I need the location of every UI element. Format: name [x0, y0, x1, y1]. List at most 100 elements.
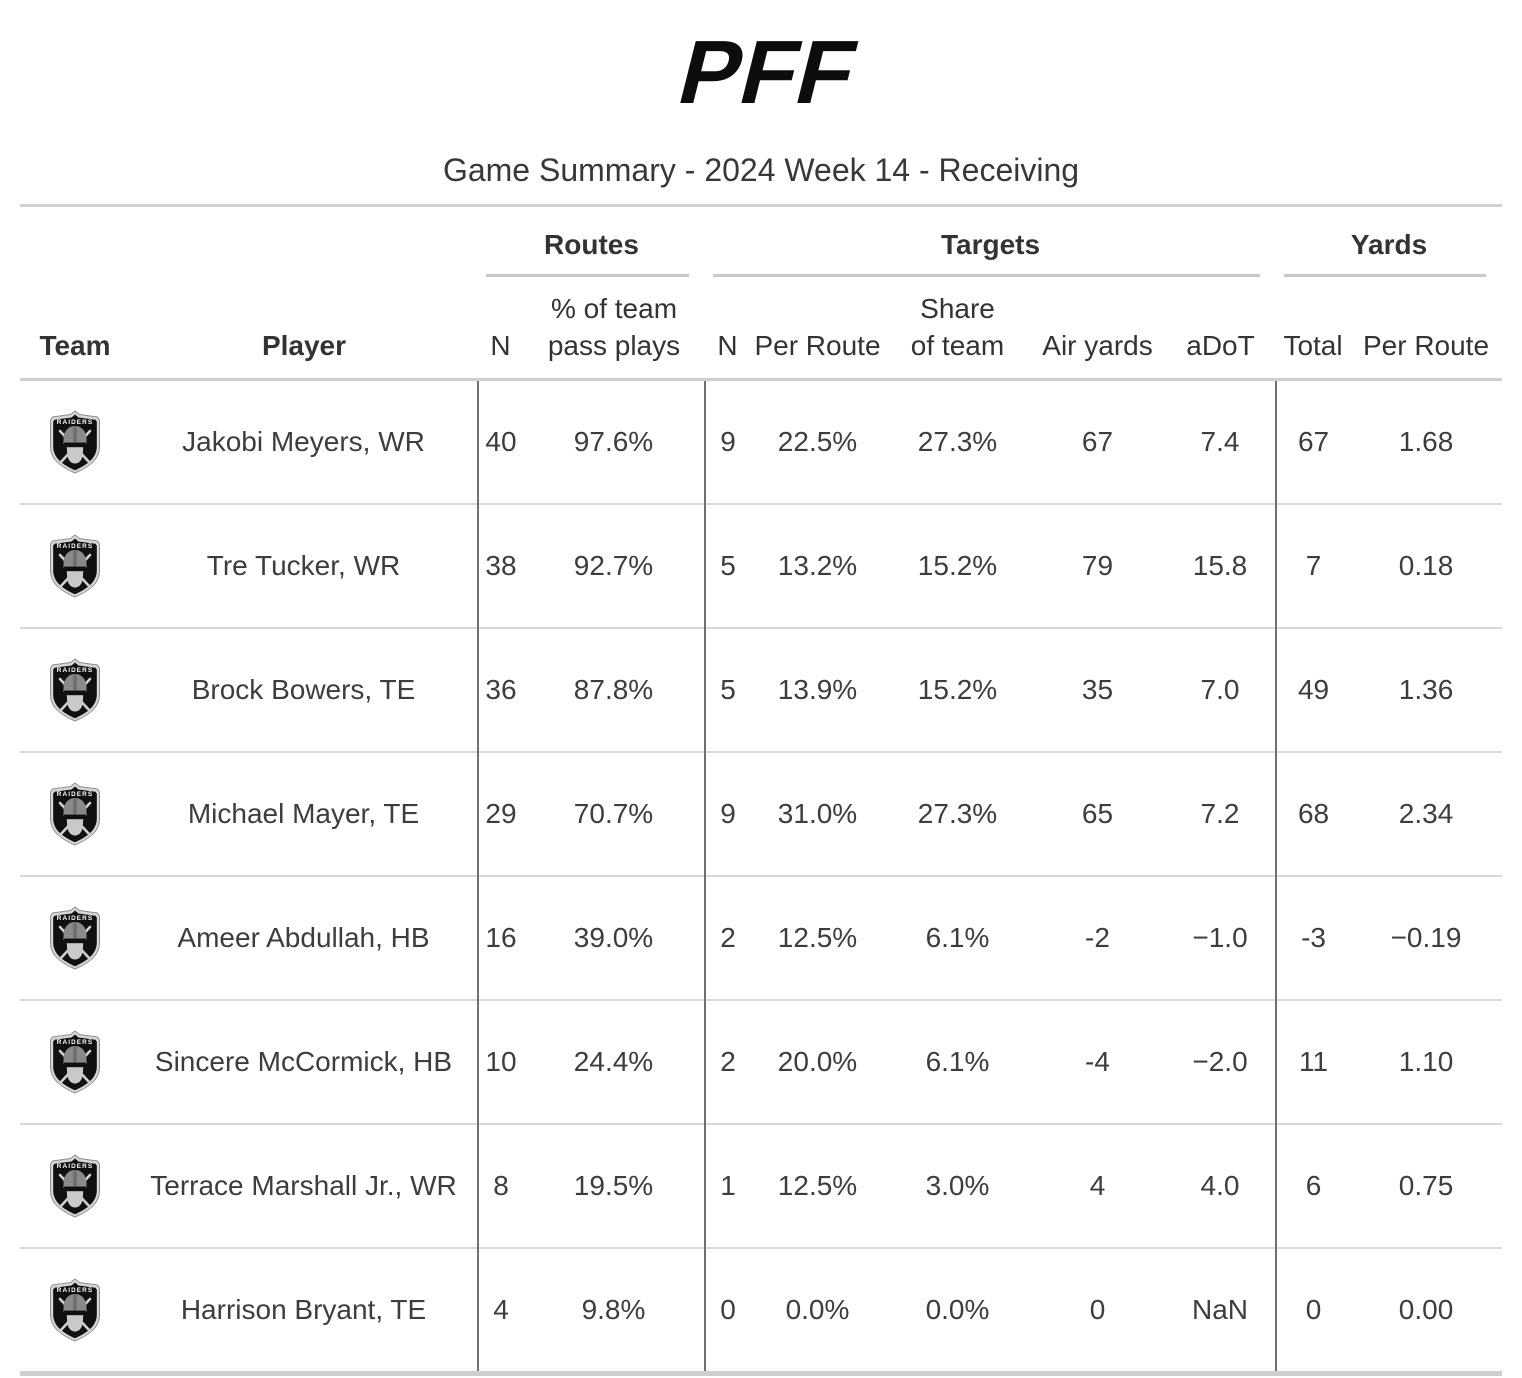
adot-value: 15.8 — [1165, 503, 1278, 628]
routes-n-value: 38 — [478, 503, 523, 628]
table-row: RAIDERS Jakobi Meyers, WR 40 97.6% 9 22.… — [20, 379, 1502, 504]
group-header-routes: Routes — [478, 206, 705, 277]
routes-pct-value: 19.5% — [523, 1123, 706, 1248]
air-yards-value: 0 — [1030, 1247, 1165, 1374]
raider-head-icon — [63, 922, 87, 960]
targets-n-value: 5 — [705, 627, 750, 752]
routes-n-value: 29 — [478, 751, 523, 876]
column-header-row: Team Player N % of team pass plays N Per… — [20, 277, 1503, 381]
yards-total-value: 6 — [1276, 1123, 1351, 1248]
raiders-logo: RAIDERS — [50, 906, 100, 970]
raiders-logo-wordmark: RAIDERS — [57, 419, 93, 426]
pff-logo: PFF — [669, 38, 867, 108]
routes-n-value: 40 — [485, 426, 517, 457]
column-header-yards-total: Total — [1276, 277, 1351, 381]
raider-head-icon — [63, 798, 87, 836]
group-underline — [713, 274, 1261, 277]
raider-head-icon — [63, 1294, 87, 1332]
yards-per-route-value: 0.75 — [1350, 1123, 1503, 1248]
group-header-row: Routes Targets Yards — [20, 206, 1502, 277]
targets-share-value: 6.1% — [885, 999, 1030, 1124]
group-header-targets: Targets — [705, 206, 1276, 277]
page-title: Game Summary - 2024 Week 14 - Receiving — [442, 152, 1080, 188]
adot-value: 7.0 — [1165, 627, 1278, 752]
adot-value: −2.0 — [1165, 999, 1278, 1124]
player-name: Jakobi Meyers, WR — [130, 379, 479, 504]
raider-head-icon — [63, 1046, 87, 1084]
raiders-logo-wordmark: RAIDERS — [57, 1287, 93, 1294]
targets-n-value: 9 — [720, 426, 736, 457]
column-header-routes-pct: % of team pass plays — [523, 277, 705, 381]
targets-per-route-value: 22.5% — [777, 426, 858, 457]
table-row: RAIDERS Sincere McCormick, HB 10 24.4% 2… — [20, 999, 1503, 1124]
adot-value: 7.2 — [1165, 751, 1278, 876]
group-header-yards-label: Yards — [1350, 229, 1428, 260]
raider-head-icon — [63, 1170, 87, 1208]
targets-share-value: 27.3% — [917, 426, 998, 457]
routes-pct-value: 87.8% — [523, 627, 706, 752]
raiders-logo-wordmark: RAIDERS — [57, 1039, 93, 1046]
team-cell: RAIDERS — [20, 999, 130, 1124]
air-yards-value: 79 — [1030, 503, 1165, 628]
yards-per-route-value: 0.18 — [1350, 503, 1503, 628]
yards-total-value: 7 — [1276, 503, 1351, 628]
targets-per-route-value: 31.0% — [750, 751, 885, 876]
column-header-routes-n: N — [478, 277, 523, 381]
targets-n-value: 5 — [705, 503, 750, 628]
adot-value: 7.4 — [1165, 379, 1278, 504]
column-header-player: Player — [130, 277, 478, 381]
table-header: Routes Targets Yards Team Player N % of … — [20, 206, 1503, 381]
group-header-routes-label: Routes — [544, 229, 639, 260]
raiders-logo: RAIDERS — [50, 782, 100, 846]
adot-value: NaN — [1165, 1247, 1278, 1374]
yards-total-value: 0 — [1276, 1247, 1351, 1374]
yards-per-route-value: 1.10 — [1350, 999, 1503, 1124]
player-name: Brock Bowers, TE — [130, 627, 479, 752]
group-header-yards: Yards — [1276, 206, 1502, 277]
routes-pct-value: 70.7% — [523, 751, 706, 876]
air-yards-value: 67 — [1081, 426, 1114, 457]
yards-per-route-value: 0.00 — [1350, 1247, 1503, 1374]
table-row: RAIDERS Terrace Marshall Jr., WR 8 19.5%… — [20, 1123, 1503, 1248]
targets-share-value: 3.0% — [885, 1123, 1030, 1248]
routes-n-value: 36 — [478, 627, 523, 752]
table-row: RAIDERS Brock Bowers, TE 36 87.8% 5 13.9… — [20, 627, 1503, 752]
column-header-team: Team — [20, 277, 130, 381]
raiders-logo: RAIDERS — [50, 1154, 100, 1218]
table-row: RAIDERS Michael Mayer, TE 29 70.7% 9 31.… — [20, 751, 1503, 876]
raiders-logo-wordmark: RAIDERS — [57, 915, 93, 922]
routes-n-value: 10 — [478, 999, 523, 1124]
player-name: Sincere McCormick, HB — [130, 999, 479, 1124]
stats-table: Routes Targets Yards Team Player N % of … — [20, 204, 1503, 1376]
yards-total-value: 67 — [1297, 426, 1330, 457]
targets-share-value: 27.3% — [885, 751, 1030, 876]
table-body: RAIDERS Jakobi Meyers, WR 40 97.6% 9 22.… — [20, 379, 1503, 1374]
raider-head-icon — [63, 674, 87, 712]
yards-total-value: -3 — [1276, 875, 1351, 1000]
targets-per-route-value: 0.0% — [750, 1247, 885, 1374]
targets-per-route-value: 12.5% — [750, 875, 885, 1000]
raiders-logo: RAIDERS — [50, 534, 100, 598]
raiders-logo: RAIDERS — [50, 658, 100, 722]
targets-share-value: 15.2% — [885, 627, 1030, 752]
yards-per-route-value: −0.19 — [1350, 875, 1503, 1000]
targets-n-value: 9 — [705, 751, 750, 876]
air-yards-value: -2 — [1030, 875, 1165, 1000]
routes-pct-value: 9.8% — [523, 1247, 706, 1374]
table-row: RAIDERS Harrison Bryant, TE 4 9.8% 0 0.0… — [20, 1247, 1503, 1374]
player-name: Tre Tucker, WR — [130, 503, 479, 628]
group-header-targets-label: Targets — [940, 229, 1041, 260]
player-name: Ameer Abdullah, HB — [130, 875, 479, 1000]
raider-head-icon — [63, 426, 87, 464]
air-yards-value: -4 — [1030, 999, 1165, 1124]
raiders-logo: RAIDERS — [50, 1030, 100, 1094]
targets-share-value: 6.1% — [885, 875, 1030, 1000]
routes-pct-value: 39.0% — [523, 875, 706, 1000]
yards-total-value: 49 — [1276, 627, 1351, 752]
column-header-targets-n: N — [705, 277, 750, 381]
header: PFF — [0, 38, 1522, 108]
raiders-logo-wordmark: RAIDERS — [57, 1163, 93, 1170]
targets-per-route-value: 12.5% — [750, 1123, 885, 1248]
raiders-logo: RAIDERS — [50, 410, 100, 474]
yards-total-value: 11 — [1276, 999, 1351, 1124]
